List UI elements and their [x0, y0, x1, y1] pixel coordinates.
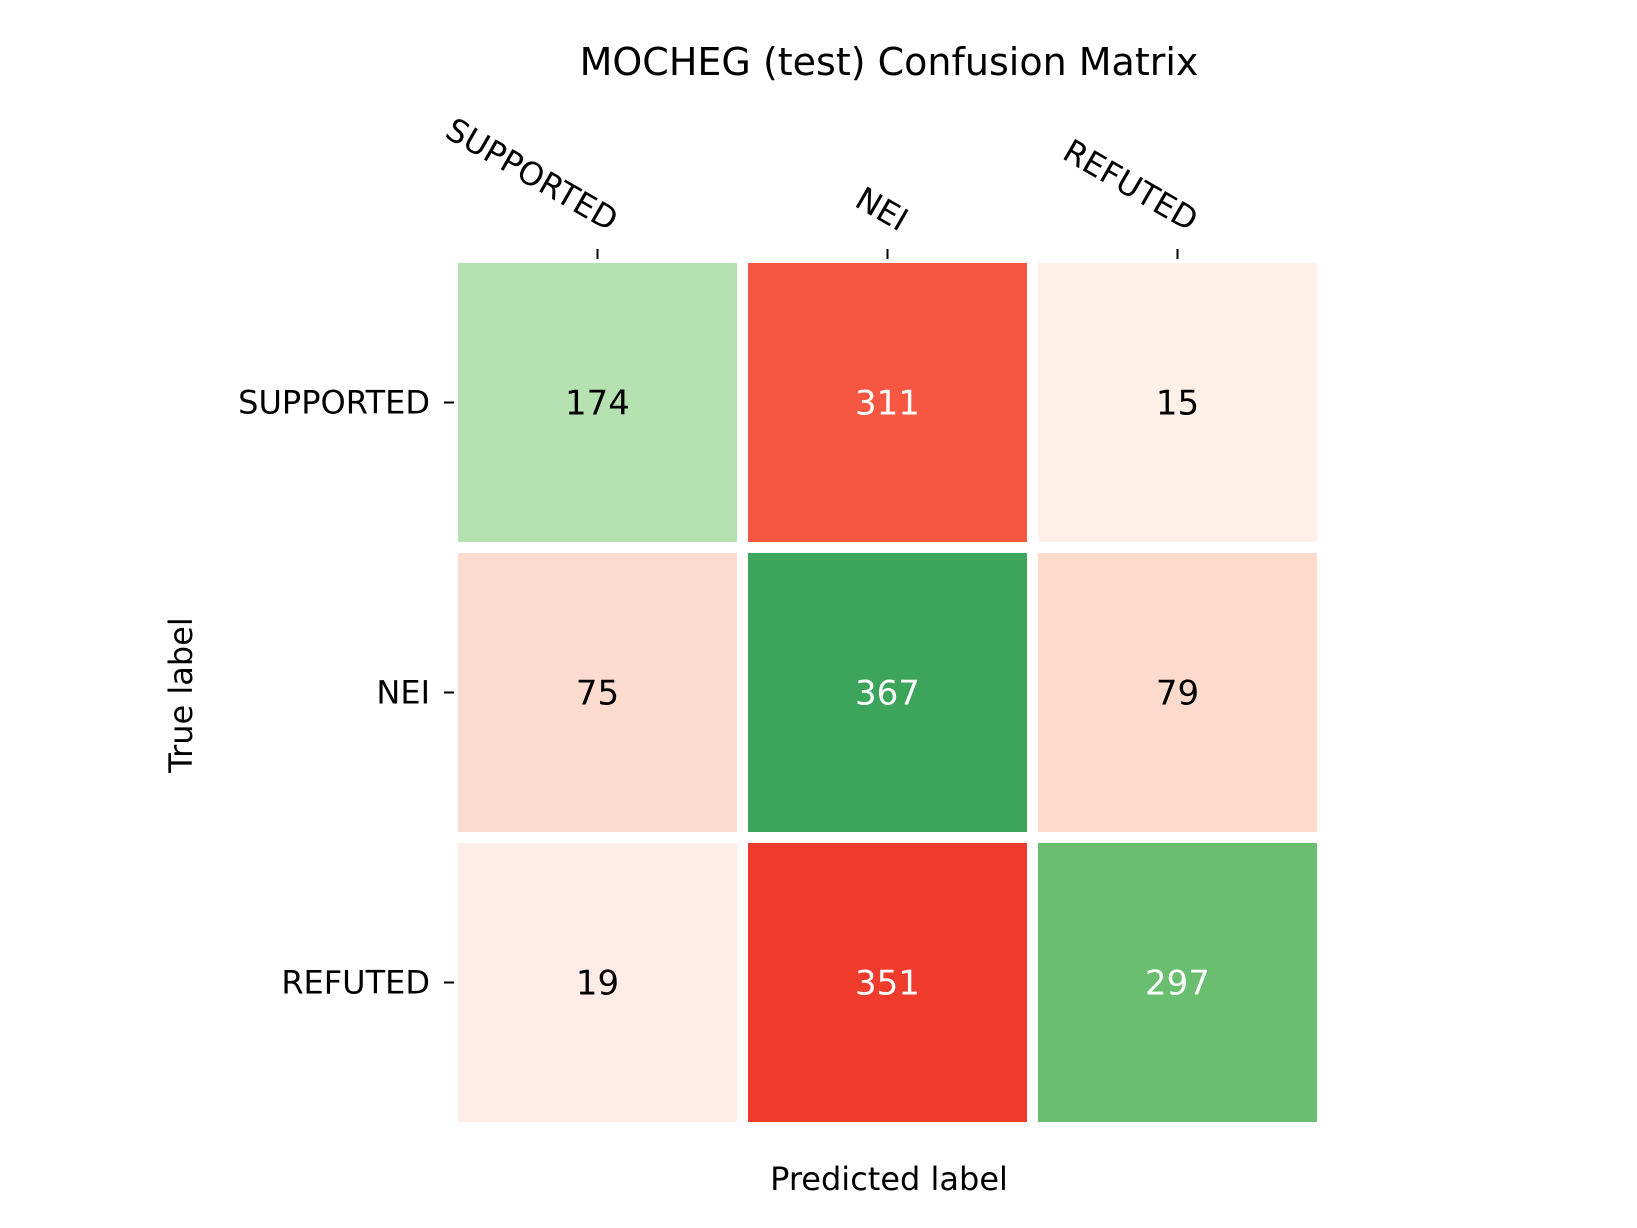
x-axis-label: Predicted label — [770, 1160, 1008, 1198]
cell-value-label: 79 — [1156, 674, 1199, 714]
cell-value-label: 19 — [576, 964, 619, 1004]
heatmap-cells: 174 311 15 75 367 79 19 351 297 — [458, 263, 1317, 1122]
cell-value-label: 367 — [855, 674, 920, 714]
cell-value-label: 15 — [1156, 384, 1199, 424]
y-axis-ticks: SUPPORTED NEI REFUTED — [238, 384, 454, 1002]
cell-supported-refuted — [1038, 263, 1317, 542]
x-tick-label: SUPPORTED — [439, 110, 624, 239]
x-tick-label: REFUTED — [1057, 132, 1205, 239]
x-axis-ticks: SUPPORTED NEI REFUTED — [439, 110, 1205, 259]
cell-nei-supported — [458, 553, 737, 832]
cell-nei-refuted — [1038, 553, 1317, 832]
y-tick-label: REFUTED — [281, 964, 430, 1002]
cell-refuted-nei — [748, 843, 1027, 1122]
cell-value-label: 174 — [565, 384, 630, 424]
cell-value-label: 297 — [1145, 964, 1210, 1004]
y-axis-label: True label — [162, 617, 200, 774]
cell-value-label: 351 — [855, 964, 920, 1004]
cell-value-label: 75 — [576, 674, 619, 714]
cell-nei-nei — [748, 553, 1027, 832]
x-tick-label: NEI — [849, 179, 914, 239]
cell-supported-nei — [748, 263, 1027, 542]
cell-supported-supported — [458, 263, 737, 542]
chart-title: MOCHEG (test) Confusion Matrix — [580, 40, 1199, 84]
cell-refuted-supported — [458, 843, 737, 1122]
y-tick-label: NEI — [376, 674, 430, 712]
cell-value-label: 311 — [855, 384, 920, 424]
y-tick-label: SUPPORTED — [238, 384, 430, 422]
cell-refuted-refuted — [1038, 843, 1317, 1122]
